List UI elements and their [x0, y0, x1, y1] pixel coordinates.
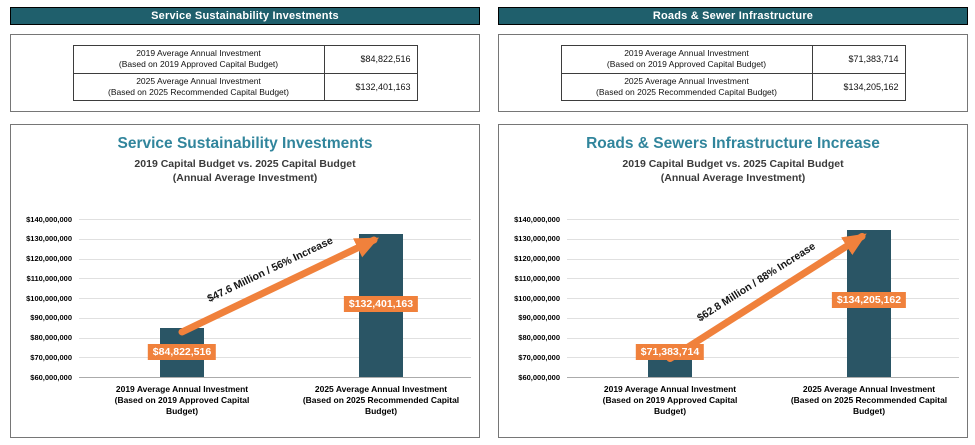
row-label: 2025 Average Annual Investment (Based on… — [72, 72, 325, 101]
chart-subtitle: 2019 Capital Budget vs. 2025 Capital Bud… — [499, 158, 967, 185]
y-tick-label: $110,000,000 — [26, 273, 72, 283]
chart-box: Service Sustainability Investments 2019 … — [10, 124, 480, 438]
gridline — [567, 357, 959, 359]
row-label-line1: 2019 Average Annual Investment — [624, 48, 749, 59]
table-row: 2019 Average Annual Investment (Based on… — [72, 45, 418, 74]
gridline — [567, 317, 959, 319]
y-tick-label: $100,000,000 — [26, 293, 72, 303]
row-value: $71,383,714 — [811, 45, 906, 74]
bar-2019 — [648, 354, 692, 377]
gridline — [79, 298, 471, 299]
y-tick-label: $120,000,000 — [514, 254, 560, 263]
chart-title: Roads & Sewers Infrastructure Increase — [586, 135, 880, 152]
section-header-label: Roads & Sewer Infrastructure — [652, 10, 814, 22]
y-tick-label: $130,000,000 — [26, 234, 72, 244]
table-row: 2025 Average Annual Investment (Based on… — [560, 72, 906, 101]
y-tick-label: $100,000,000 — [514, 293, 560, 303]
y-tick-label: $90,000,000 — [518, 313, 560, 323]
x-axis-label: 2025 Average Annual Investment (Based on … — [790, 384, 948, 417]
y-tick-label: $70,000,000 — [30, 352, 72, 362]
row-value: $84,822,516 — [323, 45, 418, 74]
gridline — [79, 357, 471, 359]
bar-value-label: $84,822,516 — [147, 344, 217, 360]
section-header: Service Sustainability Investments — [10, 7, 480, 25]
row-label-line2: (Based on 2019 Approved Capital Budget) — [118, 59, 279, 70]
table-row: 2025 Average Annual Investment (Based on… — [72, 72, 418, 101]
panel-roads-sewer: Roads & Sewer Infrastructure 2019 Averag… — [498, 7, 968, 438]
chart-plot: $140,000,000 $130,000,000 $120,000,000 $110… — [499, 125, 969, 438]
chart-subtitle-line2: (Annual Average Investment) — [172, 171, 318, 184]
gridline — [79, 377, 471, 378]
chart-subtitle: 2019 Capital Budget vs. 2025 Capital Bud… — [11, 158, 479, 185]
bar-value-label: $134,205,162 — [831, 292, 907, 309]
row-label-line1: 2025 Average Annual Investment — [136, 75, 261, 86]
y-tick-label: $120,000,000 — [26, 254, 72, 263]
row-label-line2: (Based on 2025 Recommended Capital Budge… — [108, 86, 289, 97]
y-tick-label: $60,000,000 — [518, 372, 560, 382]
section-header: Roads & Sewer Infrastructure — [498, 7, 968, 25]
row-label-line1: 2019 Average Annual Investment — [136, 48, 261, 59]
row-label: 2019 Average Annual Investment (Based on… — [560, 45, 813, 74]
summary-table-box: 2019 Average Annual Investment (Based on… — [10, 34, 480, 112]
gridline — [567, 219, 959, 220]
chart-title: Service Sustainability Investments — [117, 135, 373, 152]
chart-plot: $140,000,000 $130,000,000 $120,000,000 $110… — [11, 125, 481, 438]
y-tick-label: $80,000,000 — [30, 333, 72, 342]
y-tick-label: $70,000,000 — [518, 352, 560, 362]
table-row: 2019 Average Annual Investment (Based on… — [560, 45, 906, 74]
row-value: $132,401,163 — [323, 72, 418, 101]
gridline — [567, 258, 959, 260]
chart-box: Roads & Sewers Infrastructure Increase 2… — [498, 124, 968, 438]
increase-arrow: $62.8 Million / 88% Increase — [666, 232, 867, 363]
x-axis-label: 2025 Average Annual Investment (Based on … — [302, 384, 460, 417]
increase-annotation: $62.8 Million / 88% Increase — [695, 240, 818, 324]
row-label: 2025 Average Annual Investment (Based on… — [560, 72, 813, 101]
bar-value-label: $132,401,163 — [343, 296, 419, 312]
gridline — [567, 377, 959, 378]
row-label-line2: (Based on 2019 Approved Capital Budget) — [606, 59, 767, 70]
y-tick-label: $140,000,000 — [26, 214, 72, 224]
gridline — [79, 317, 471, 319]
chart-subtitle-line1: 2019 Capital Budget vs. 2025 Capital Bud… — [134, 158, 356, 170]
y-tick-label: $140,000,000 — [514, 214, 560, 224]
gridline — [79, 258, 471, 260]
gridline — [567, 238, 959, 240]
summary-table: 2019 Average Annual Investment (Based on… — [560, 45, 906, 101]
row-label: 2019 Average Annual Investment (Based on… — [72, 45, 325, 74]
y-tick-label: $110,000,000 — [514, 273, 560, 283]
y-tick-label: $80,000,000 — [518, 333, 560, 342]
gridline — [79, 337, 471, 339]
increase-arrow: $47.6 Million / 56% Increase — [178, 235, 380, 336]
gridline — [567, 337, 959, 339]
row-value: $134,205,162 — [811, 72, 906, 101]
y-tick-label: $130,000,000 — [514, 234, 560, 244]
row-label-line1: 2025 Average Annual Investment — [624, 75, 749, 86]
summary-table: 2019 Average Annual Investment (Based on… — [72, 45, 418, 101]
section-header-label: Service Sustainability Investments — [151, 10, 339, 22]
row-label-line2: (Based on 2025 Recommended Capital Budge… — [596, 86, 777, 97]
summary-table-box: 2019 Average Annual Investment (Based on… — [498, 34, 968, 112]
panel-service-sustainability: Service Sustainability Investments 2019 … — [10, 7, 480, 438]
y-tick-label: $90,000,000 — [30, 313, 72, 323]
gridline — [79, 219, 471, 220]
gridline — [79, 238, 471, 240]
chart-subtitle-line1: 2019 Capital Budget vs. 2025 Capital Bud… — [622, 158, 844, 170]
gridline — [567, 278, 959, 280]
x-axis-label: 2019 Average Annual Investment (Based on … — [602, 384, 738, 417]
bar-value-label: $71,383,714 — [635, 344, 705, 360]
y-tick-label: $60,000,000 — [30, 372, 72, 382]
chart-subtitle-line2: (Annual Average Investment) — [660, 171, 806, 184]
x-axis-label: 2019 Average Annual Investment (Based on … — [114, 384, 250, 417]
gridline — [79, 278, 471, 280]
